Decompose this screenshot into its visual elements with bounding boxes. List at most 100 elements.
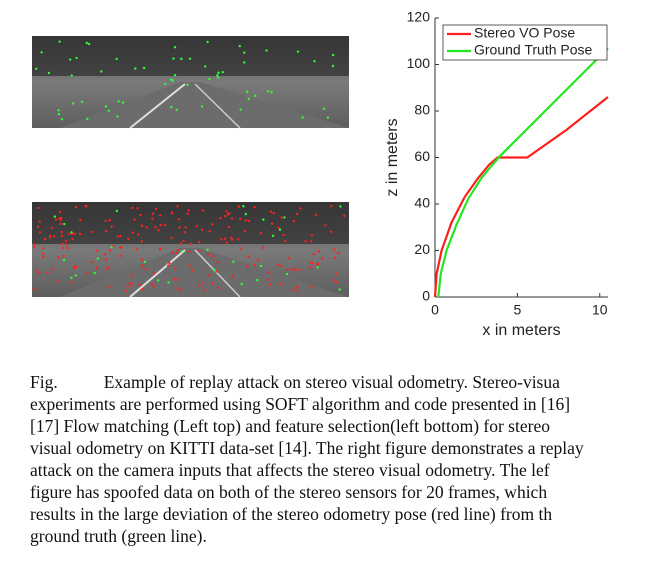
feature-point (241, 283, 243, 285)
feature-point (268, 271, 270, 273)
feature-point (309, 261, 311, 263)
feature-point (176, 287, 178, 289)
feature-point (167, 281, 169, 283)
feature-point (228, 226, 230, 228)
feature-point (40, 51, 42, 53)
feature-point (88, 43, 90, 45)
feature-point (152, 285, 154, 287)
feature-point (217, 287, 219, 289)
feature-point (70, 231, 72, 233)
feature-point (170, 106, 172, 108)
caption-line: attack on the camera inputs that affects… (30, 459, 658, 481)
feature-point (135, 248, 137, 250)
feature-point (37, 207, 39, 209)
feature-point (116, 115, 118, 117)
y-tick-label: 80 (414, 102, 430, 118)
feature-point (245, 219, 247, 221)
feature-point (248, 220, 250, 222)
feature-point (131, 274, 133, 276)
feature-point (107, 110, 109, 112)
feature-point (270, 210, 272, 212)
feature-point (38, 220, 40, 222)
feature-point (262, 218, 264, 220)
feature-point (232, 275, 234, 277)
feature-point (167, 264, 169, 266)
feature-point (201, 229, 203, 231)
feature-point (70, 281, 72, 283)
feature-point (75, 274, 77, 276)
feature-point (198, 241, 200, 243)
feature-point (309, 266, 311, 268)
feature-point (260, 265, 262, 267)
feature-point (238, 205, 240, 207)
feature-point (35, 68, 37, 70)
feature-point (227, 213, 229, 215)
feature-point (42, 247, 44, 249)
feature-point (91, 231, 93, 233)
feature-point (180, 250, 182, 252)
feature-point (59, 211, 61, 213)
feature-point (298, 269, 300, 271)
feature-point (304, 240, 306, 242)
feature-point (180, 242, 182, 244)
caption-line: ground truth (green line). (30, 525, 658, 547)
feature-point (332, 65, 334, 67)
y-tick-label: 60 (414, 148, 430, 164)
feature-point (187, 213, 189, 215)
feature-point (257, 259, 259, 261)
caption-line: results in the large deviation of the st… (30, 503, 658, 525)
feature-point (291, 268, 293, 270)
feature-point (337, 252, 339, 254)
feature-point (110, 246, 112, 248)
feature-point (132, 232, 134, 234)
y-tick-label: 120 (407, 9, 431, 25)
feature-point (116, 210, 118, 212)
feature-point (126, 285, 128, 287)
feature-point (174, 74, 176, 76)
feature-point (179, 289, 181, 291)
feature-point (100, 70, 102, 72)
feature-point (105, 230, 107, 232)
caption-line: experiments are performed using SOFT alg… (30, 393, 658, 415)
feature-point (246, 265, 248, 267)
feature-point (108, 266, 110, 268)
feature-point (90, 261, 92, 263)
feature-point (316, 266, 318, 268)
feature-point (243, 61, 245, 63)
feature-point (277, 264, 279, 266)
feature-point (272, 235, 274, 237)
feature-point (206, 41, 208, 43)
feature-point (34, 288, 36, 290)
caption-line: visual odometry on KITTI data-set [14]. … (30, 437, 658, 459)
feature-point (65, 240, 67, 242)
feature-point (72, 102, 74, 104)
feature-point (219, 217, 221, 219)
feature-point (244, 230, 246, 232)
y-tick-label: 40 (414, 195, 430, 211)
feature-point (37, 226, 39, 228)
feature-point (108, 285, 110, 287)
feature-point (105, 105, 107, 107)
feature-point (79, 219, 81, 221)
feature-point (204, 65, 206, 67)
feature-point (313, 253, 315, 255)
feature-point (271, 223, 273, 225)
feature-point (324, 224, 326, 226)
feature-point (66, 247, 68, 249)
feature-point (159, 214, 161, 216)
feature-point (131, 207, 133, 209)
feature-point (42, 256, 44, 258)
caption-line: figure has spoofed data on both of the s… (30, 481, 658, 503)
feature-point (208, 274, 210, 276)
feature-point (159, 247, 161, 249)
feature-point (139, 214, 141, 216)
feature-point (184, 231, 186, 233)
feature-point (105, 258, 107, 260)
feature-point (316, 264, 318, 266)
feature-point (85, 205, 87, 207)
feature-point (81, 101, 83, 103)
feature-point (225, 241, 227, 243)
y-axis-label: z in meters (384, 118, 401, 196)
y-tick-label: 20 (414, 241, 430, 257)
